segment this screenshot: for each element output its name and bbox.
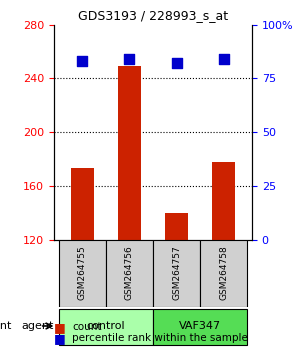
FancyBboxPatch shape (106, 240, 153, 307)
Text: GSM264758: GSM264758 (219, 246, 228, 301)
Point (221, 56, 226, 62)
Text: agent: agent (0, 321, 12, 331)
Text: ■: ■ (54, 332, 66, 344)
Point (174, 61, 179, 66)
FancyBboxPatch shape (153, 240, 200, 307)
Text: VAF347: VAF347 (179, 321, 221, 331)
Text: agent: agent (22, 321, 54, 331)
Text: GSM264757: GSM264757 (172, 246, 181, 301)
FancyBboxPatch shape (200, 240, 247, 307)
FancyBboxPatch shape (59, 309, 153, 345)
Bar (212, 162, 236, 240)
Point (127, 56, 132, 62)
Text: GSM264755: GSM264755 (78, 246, 87, 301)
Text: GSM264756: GSM264756 (125, 246, 134, 301)
Text: count: count (72, 322, 101, 332)
Text: control: control (86, 321, 125, 331)
Text: percentile rank within the sample: percentile rank within the sample (72, 333, 248, 343)
Text: ■: ■ (54, 321, 66, 334)
Bar (118, 67, 141, 240)
FancyBboxPatch shape (153, 309, 247, 345)
Bar (70, 169, 94, 240)
Point (80, 58, 85, 64)
Title: GDS3193 / 228993_s_at: GDS3193 / 228993_s_at (78, 9, 228, 22)
Bar (165, 213, 188, 240)
FancyBboxPatch shape (59, 240, 106, 307)
